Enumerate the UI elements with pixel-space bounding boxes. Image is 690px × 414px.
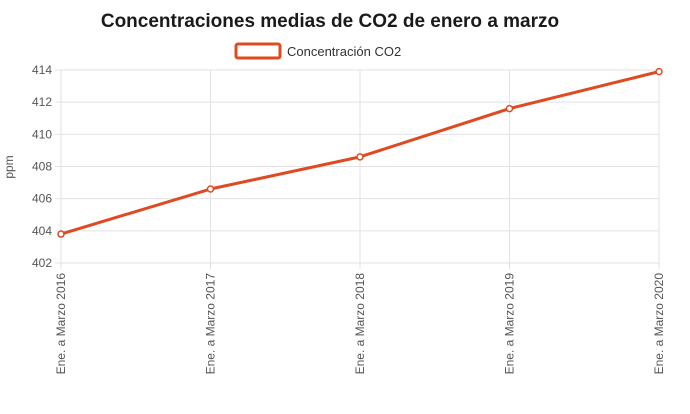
data-point[interactable]	[57, 230, 65, 238]
data-point[interactable]	[655, 67, 663, 76]
x-tick-label: Ene. a Marzo 2019	[503, 273, 517, 375]
series	[57, 67, 663, 238]
x-axis-ticks: Ene. a Marzo 2016 Ene. a Marzo 2017 Ene. a…	[54, 273, 666, 375]
y-tick-label: 410	[32, 127, 52, 141]
y-axis-title: ppm	[2, 155, 16, 178]
x-tick-label: Ene. a Marzo 2016	[54, 273, 68, 375]
x-tick-label: Ene. a Marzo 2018	[353, 273, 367, 375]
legend-swatch	[234, 42, 282, 60]
y-axis-ticks: 402 404 406 408 410 412 414	[32, 63, 52, 270]
data-point[interactable]	[356, 153, 364, 161]
y-tick-label: 404	[32, 224, 52, 238]
y-tick-label: 402	[32, 256, 52, 270]
y-tick-label: 412	[32, 95, 52, 109]
chart-title: Concentraciones medias de CO2 de enero a…	[101, 11, 559, 32]
grid	[55, 69, 660, 269]
data-point[interactable]	[206, 185, 215, 193]
y-tick-label: 414	[32, 63, 52, 77]
x-tick-label: Ene. a Marzo 2017	[204, 273, 218, 375]
legend[interactable]: Concentración CO2	[234, 42, 401, 60]
x-tick-label: Ene. a Marzo 2020	[652, 273, 666, 375]
y-tick-label: 408	[32, 160, 52, 174]
legend-label: Concentración CO2	[287, 44, 401, 59]
data-point[interactable]	[505, 104, 514, 113]
y-tick-label: 406	[32, 192, 52, 206]
